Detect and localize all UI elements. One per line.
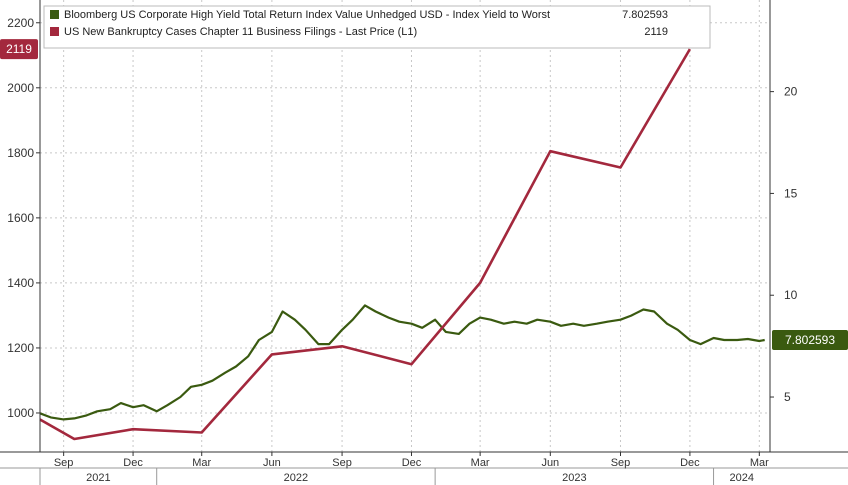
x-tick-label: Jun — [263, 457, 281, 469]
x-year-label: 2021 — [86, 472, 110, 484]
y-right-tick-label: 20 — [784, 85, 798, 99]
x-tick-label: Sep — [54, 457, 74, 469]
legend-value-1: 7.802593 — [622, 9, 668, 21]
x-year-label: 2023 — [562, 472, 586, 484]
y-right-tick-label: 5 — [784, 390, 791, 404]
legend-label-1: Bloomberg US Corporate High Yield Total … — [64, 9, 550, 21]
y-left-tick-label: 1800 — [7, 146, 34, 160]
last-value-label-left: 2119 — [6, 42, 32, 56]
legend: Bloomberg US Corporate High Yield Total … — [43, 5, 711, 49]
y-left-tick-label: 1600 — [7, 211, 34, 225]
y-right-tick-label: 15 — [784, 186, 798, 200]
x-tick-label: Mar — [750, 457, 769, 469]
x-tick-label: Sep — [332, 457, 352, 469]
y-left-tick-label: 2000 — [7, 81, 34, 95]
x-tick-label: Mar — [192, 457, 211, 469]
legend-swatch-1 — [50, 10, 59, 19]
y-left-tick-label: 2200 — [7, 16, 34, 30]
last-value-tag-left — [0, 39, 38, 60]
legend-value-2: 2119 — [644, 26, 668, 38]
y-left-tick-label: 1400 — [7, 276, 34, 290]
x-tick-label: Dec — [402, 457, 422, 469]
y-left-tick-label: 1000 — [7, 406, 34, 420]
x-tick-label: Mar — [471, 457, 490, 469]
x-tick-label: Dec — [123, 457, 143, 469]
last-value-tag-right — [772, 330, 848, 351]
x-tick-label: Jun — [541, 457, 559, 469]
x-tick-label: Dec — [680, 457, 700, 469]
series-line-2 — [39, 48, 692, 441]
last-value-label-right: 7.802593 — [785, 333, 835, 347]
y-left-tick-label: 1200 — [7, 341, 34, 355]
plot-area — [39, 48, 765, 441]
series-line-1 — [39, 304, 765, 421]
legend-swatch-2 — [50, 27, 59, 36]
x-year-label: 2022 — [284, 472, 308, 484]
x-tick-label: Sep — [611, 457, 631, 469]
x-year-label: 2024 — [730, 472, 754, 484]
legend-label-2: US New Bankruptcy Cases Chapter 11 Busin… — [64, 26, 417, 38]
legend-box — [43, 5, 711, 49]
gridlines — [40, 0, 770, 452]
y-right-tick-label: 10 — [784, 288, 798, 302]
